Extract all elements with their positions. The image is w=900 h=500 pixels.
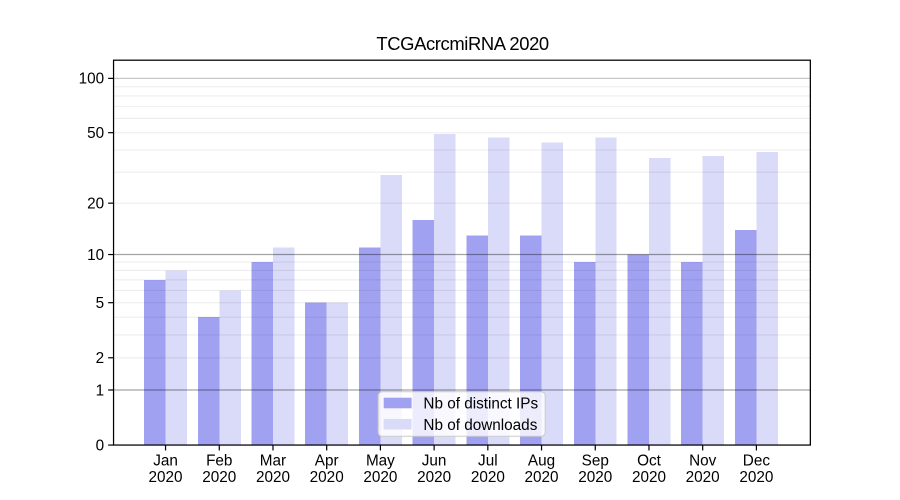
svg-text:100: 100	[79, 71, 105, 88]
svg-text:2020: 2020	[739, 469, 773, 486]
svg-text:2020: 2020	[256, 469, 290, 486]
svg-text:0: 0	[96, 437, 105, 454]
svg-text:2020: 2020	[310, 469, 344, 486]
svg-text:Dec: Dec	[743, 453, 771, 470]
svg-text:Apr: Apr	[315, 453, 339, 470]
svg-text:2020: 2020	[578, 469, 612, 486]
svg-text:2020: 2020	[149, 469, 183, 486]
svg-text:Feb: Feb	[206, 453, 232, 470]
svg-text:2020: 2020	[363, 469, 397, 486]
svg-text:2020: 2020	[471, 469, 505, 486]
svg-text:Nb of distinct IPs: Nb of distinct IPs	[423, 396, 538, 413]
svg-text:Sep: Sep	[582, 453, 609, 470]
svg-text:Jul: Jul	[478, 453, 498, 470]
svg-text:Jan: Jan	[153, 453, 178, 470]
svg-text:Mar: Mar	[260, 453, 286, 470]
svg-text:2020: 2020	[202, 469, 236, 486]
svg-text:2020: 2020	[417, 469, 451, 486]
svg-text:2: 2	[96, 350, 105, 367]
svg-text:2020: 2020	[686, 469, 720, 486]
svg-text:50: 50	[87, 125, 104, 142]
svg-text:2020: 2020	[525, 469, 559, 486]
svg-text:2020: 2020	[632, 469, 666, 486]
svg-text:Jun: Jun	[422, 453, 447, 470]
svg-text:Aug: Aug	[528, 453, 555, 470]
svg-text:Nb of downloads: Nb of downloads	[423, 417, 537, 434]
svg-text:20: 20	[87, 195, 104, 212]
svg-text:May: May	[366, 453, 395, 470]
svg-text:Oct: Oct	[637, 453, 662, 470]
svg-text:TCGAcrcmiRNA 2020: TCGAcrcmiRNA 2020	[376, 33, 549, 54]
svg-text:10: 10	[87, 247, 104, 264]
svg-text:5: 5	[96, 295, 105, 312]
svg-text:Nov: Nov	[689, 453, 717, 470]
svg-text:1: 1	[96, 382, 105, 399]
